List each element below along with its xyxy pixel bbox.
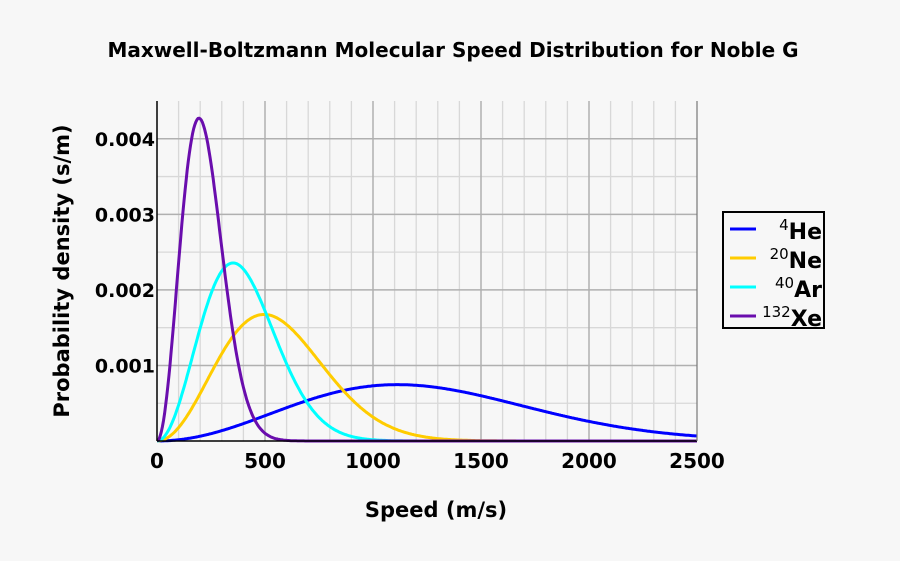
- chart-title: Maxwell-Boltzmann Molecular Speed Distri…: [107, 38, 798, 62]
- grid: [157, 101, 697, 441]
- y-tick-label: 0.004: [95, 129, 155, 151]
- x-tick-label: 1000: [345, 449, 401, 473]
- x-axis-label: Speed (m/s): [365, 498, 507, 522]
- y-axis-label: Probability density (s/m): [50, 124, 74, 417]
- legend-element-name: Ar: [794, 278, 822, 303]
- series-line-xe: [156, 116, 697, 443]
- axes: 0 500 1000 1500 2000 2500 0.001 0.002 0.003 0.004: [95, 101, 725, 473]
- y-tick-label: 0.002: [95, 280, 155, 302]
- y-tick-label: 0.003: [95, 204, 155, 226]
- x-tick-label: 500: [244, 449, 286, 473]
- series-line-he: [157, 383, 698, 443]
- legend-box: [722, 211, 825, 329]
- legend-mass-number: 4: [779, 216, 789, 234]
- legend-label-ne: 20Ne: [770, 245, 822, 274]
- legend-mass-number: 132: [762, 303, 791, 321]
- legend-element-name: Ne: [789, 249, 822, 274]
- curves: [156, 116, 698, 443]
- x-tick-label: 0: [150, 449, 164, 473]
- legend-mass-number: 20: [770, 245, 789, 263]
- series-line-ne: [157, 312, 697, 443]
- y-tick-label: 0.001: [95, 355, 155, 377]
- x-tick-label: 2000: [561, 449, 617, 473]
- legend-mass-number: 40: [775, 274, 794, 292]
- x-tick-label: 2500: [669, 449, 725, 473]
- legend-element-name: Xe: [791, 307, 822, 332]
- legend-label-ar: 40Ar: [775, 274, 822, 303]
- legend-label-xe: 132Xe: [762, 303, 822, 332]
- legend-label-he: 4He: [779, 216, 822, 245]
- x-tick-label: 1500: [453, 449, 509, 473]
- legend-element-name: He: [789, 220, 822, 245]
